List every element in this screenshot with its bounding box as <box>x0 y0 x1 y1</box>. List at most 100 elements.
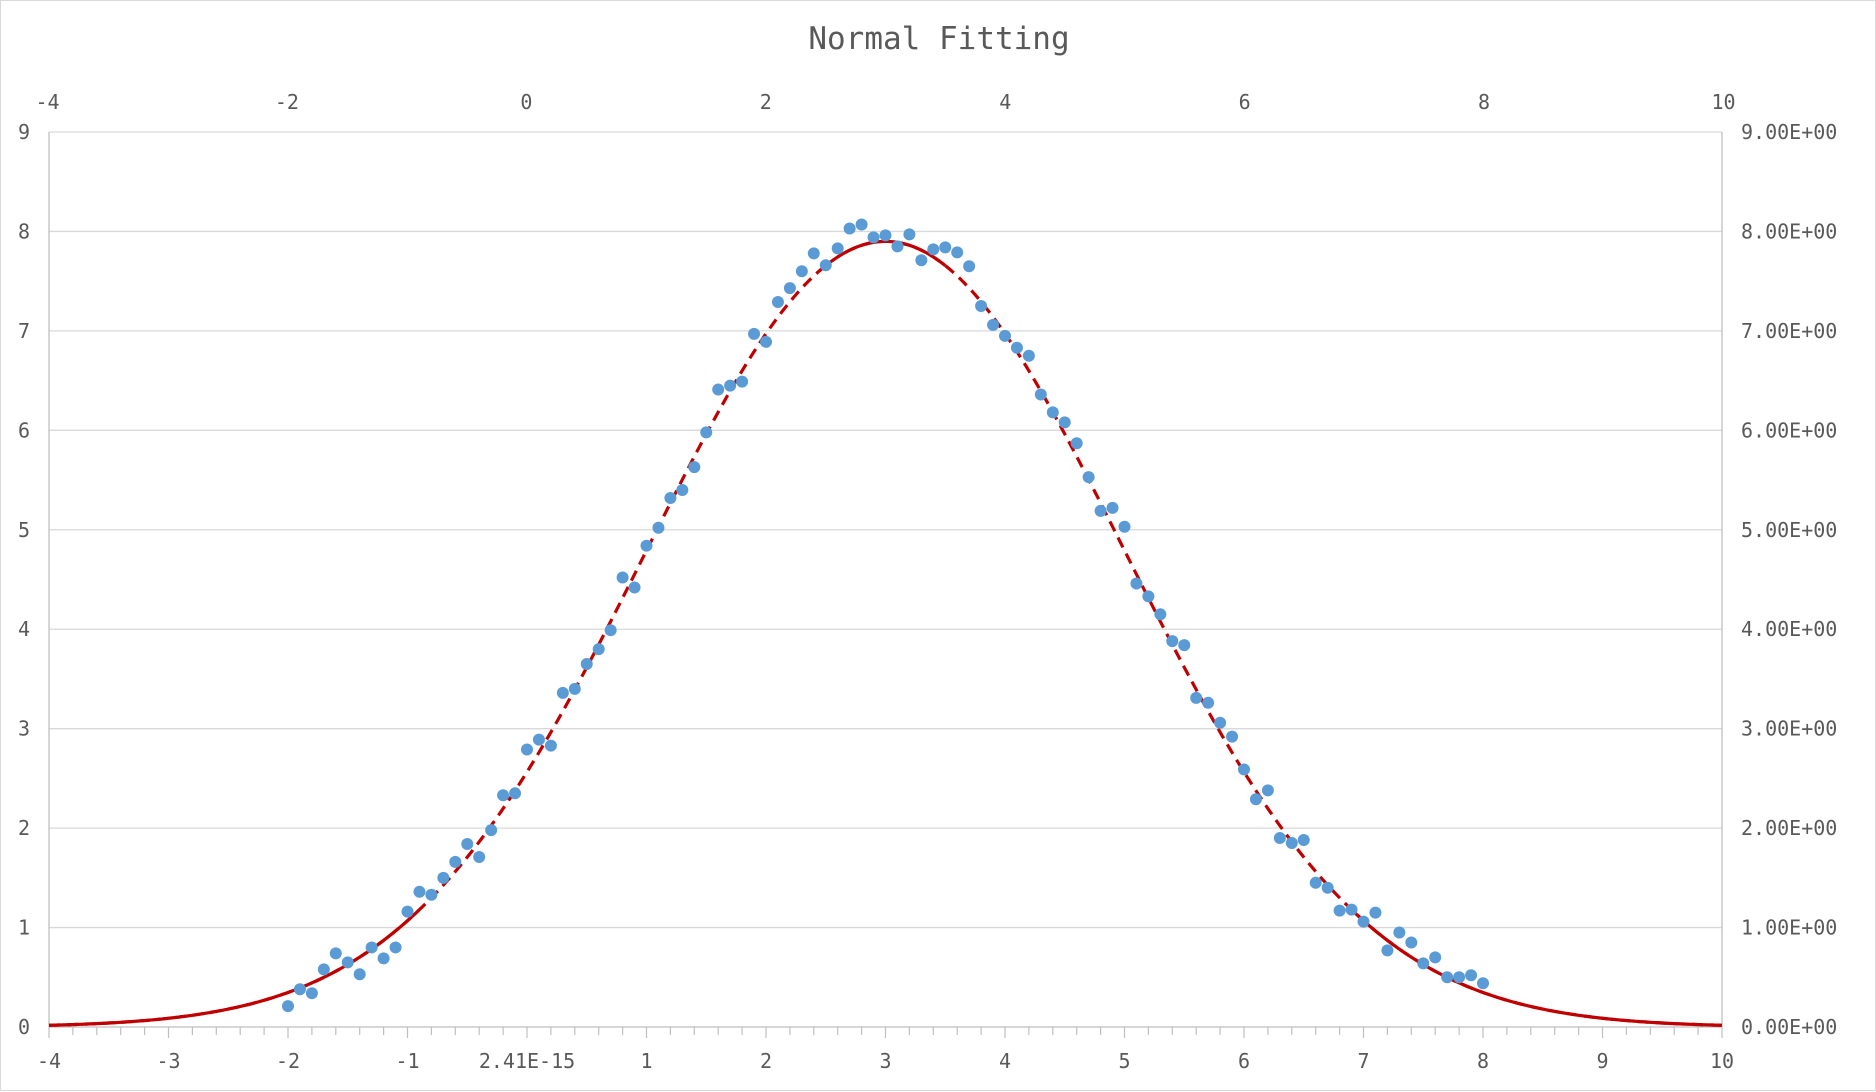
data-point <box>1273 832 1286 845</box>
data-point <box>795 265 808 278</box>
data-point <box>1309 876 1322 889</box>
data-point <box>437 871 450 884</box>
data-point <box>999 329 1011 342</box>
fit-curve-dashed <box>48 239 1723 1027</box>
data-point <box>724 379 737 392</box>
data-point <box>532 733 545 746</box>
data-point <box>831 242 844 255</box>
data-point <box>760 335 772 348</box>
x-bottom-tick-label: 2 <box>760 1049 772 1073</box>
data-point <box>1369 906 1382 919</box>
x-bottom-tick-label: 3 <box>879 1049 891 1073</box>
data-point <box>700 426 713 439</box>
data-point <box>736 375 749 388</box>
data-point <box>1321 881 1334 894</box>
x-top-tick-label: 2 <box>760 90 772 114</box>
data-point <box>1357 915 1370 928</box>
data-point <box>497 789 510 802</box>
fit-curve-solid <box>48 908 421 1027</box>
data-point <box>1178 639 1191 652</box>
data-point <box>293 983 306 996</box>
data-point <box>509 787 522 800</box>
x-bottom-tick-label: 2.41E-15 <box>479 1049 575 1073</box>
data-point <box>473 850 486 863</box>
data-point <box>1154 608 1167 621</box>
data-point <box>1465 969 1478 982</box>
data-point <box>1130 577 1143 590</box>
y-right-tick-label: 3.00E+00 <box>1741 717 1837 741</box>
data-point <box>915 254 928 267</box>
data-point <box>688 461 701 474</box>
y-right-tick-label: 1.00E+00 <box>1741 916 1837 940</box>
data-point <box>1393 926 1406 939</box>
data-point <box>783 282 796 295</box>
y-right-tick-label: 5.00E+00 <box>1741 518 1837 542</box>
data-point <box>1453 971 1466 984</box>
data-point <box>676 484 689 496</box>
data-point <box>628 581 641 594</box>
data-point <box>401 905 414 918</box>
fit-curve-solid <box>836 239 947 267</box>
x-bottom-tick-label: 1 <box>640 1049 652 1073</box>
data-point <box>341 956 354 969</box>
y-left-tick-label: 1 <box>18 916 30 940</box>
data-point <box>1142 590 1155 603</box>
fit-curve-group <box>48 239 1723 1027</box>
x-bottom-tick-label: 9 <box>1596 1049 1608 1073</box>
data-point <box>544 739 557 752</box>
data-point <box>867 231 880 244</box>
x-top-tick-label: 4 <box>999 90 1011 114</box>
data-point <box>951 246 964 259</box>
data-point <box>1010 341 1023 354</box>
data-point <box>521 743 533 756</box>
data-point <box>664 491 677 504</box>
x-bottom-tick-label: 5 <box>1118 1049 1130 1073</box>
data-point <box>1226 730 1239 743</box>
tick-labels: -4 -3 -2 -1 2.41E-15 1 2 3 4 5 6 7 8 9 10 -4 -2 0 2 4 6 8 10 0 1… <box>18 90 1837 1073</box>
x-top-tick-label: 0 <box>520 90 532 114</box>
chart-title: Normal Fitting <box>808 21 1069 57</box>
x-bottom-tick-label: 7 <box>1357 1049 1369 1073</box>
data-point <box>1441 971 1454 984</box>
y-left-tick-label: 9 <box>18 120 30 144</box>
data-point <box>1238 763 1250 776</box>
data-point <box>353 968 366 981</box>
y-left-tick-label: 6 <box>18 418 30 442</box>
x-bottom-tick-label: 6 <box>1238 1049 1250 1073</box>
data-point <box>1094 504 1107 517</box>
data-point <box>843 222 856 235</box>
data-point <box>568 682 581 695</box>
data-point <box>975 300 988 313</box>
data-point <box>389 941 402 954</box>
data-point <box>1214 716 1227 729</box>
y-right-tick-label: 0.00E+00 <box>1741 1015 1837 1039</box>
data-point <box>771 296 784 309</box>
x-bottom-tick-label: -1 <box>395 1049 419 1073</box>
data-point <box>879 229 892 242</box>
data-point <box>987 318 1000 331</box>
x-bottom-tick-label: -4 <box>37 1049 61 1073</box>
y-left-tick-label: 3 <box>18 717 30 741</box>
data-point <box>1106 501 1119 514</box>
y-right-tick-label: 7.00E+00 <box>1741 319 1837 343</box>
y-right-tick-label: 8.00E+00 <box>1741 219 1837 243</box>
y-left-tick-label: 7 <box>18 319 30 343</box>
y-left-tick-label: 0 <box>18 1015 30 1039</box>
data-point <box>1249 793 1262 806</box>
data-point <box>317 963 330 976</box>
data-point <box>1190 691 1203 704</box>
data-point <box>556 686 569 699</box>
y-left-tick-label: 2 <box>18 816 30 840</box>
data-point <box>282 1000 294 1013</box>
data-point <box>1070 437 1083 450</box>
data-points <box>282 218 1489 1013</box>
data-point <box>305 987 318 1000</box>
data-point <box>377 952 390 965</box>
x-top-tick-label: 8 <box>1478 90 1490 114</box>
data-point <box>413 885 426 898</box>
y-right-tick-label: 6.00E+00 <box>1741 418 1837 442</box>
data-point <box>640 539 653 552</box>
data-point <box>1046 406 1059 419</box>
data-point <box>652 521 665 534</box>
